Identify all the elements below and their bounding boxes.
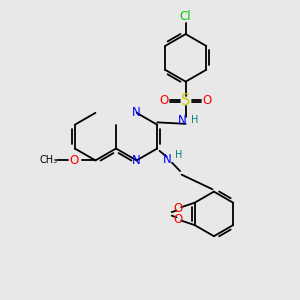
Text: N: N xyxy=(132,106,141,119)
Text: N: N xyxy=(132,154,141,167)
Text: H: H xyxy=(175,150,182,160)
Text: Cl: Cl xyxy=(180,10,191,23)
Text: S: S xyxy=(181,94,190,109)
Text: N: N xyxy=(163,153,172,166)
Text: O: O xyxy=(174,202,183,215)
Text: CH₃: CH₃ xyxy=(40,155,58,165)
Text: O: O xyxy=(203,94,212,107)
Text: H: H xyxy=(191,115,198,125)
Text: N: N xyxy=(177,114,186,127)
Text: O: O xyxy=(174,213,183,226)
Text: O: O xyxy=(69,154,79,167)
Text: O: O xyxy=(159,94,169,107)
